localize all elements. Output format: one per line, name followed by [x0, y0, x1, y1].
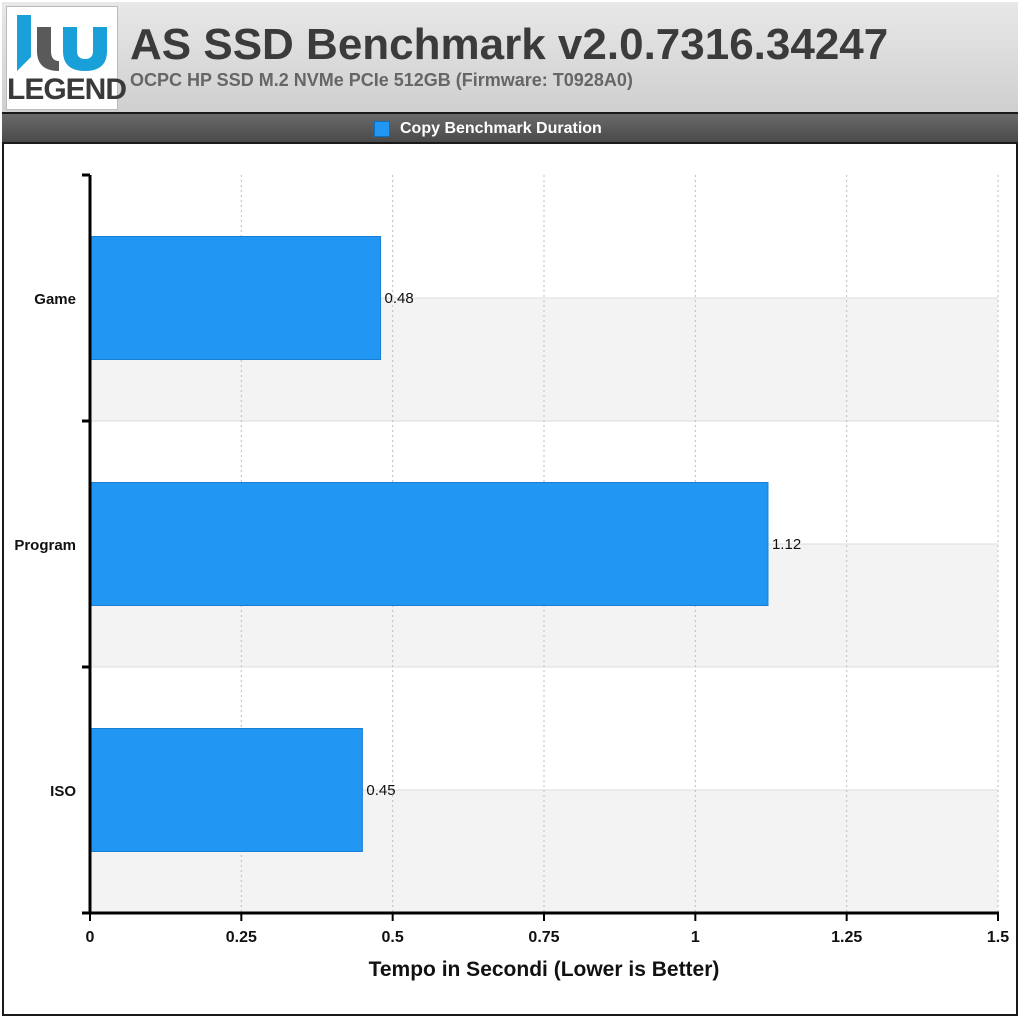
x-tick-label: 1.25	[831, 929, 862, 946]
category-label: Game	[34, 291, 76, 308]
x-tick-label: 0.5	[382, 929, 404, 946]
logo-mark-icon	[17, 15, 107, 71]
bar-game	[89, 236, 382, 360]
x-tick-label: 1.5	[987, 929, 1009, 946]
chart-subtitle: OCPC HP SSD M.2 NVMe PCIe 512GB (Firmwar…	[130, 70, 633, 90]
legend-bar: Copy Benchmark Duration	[2, 114, 1018, 144]
category-label: ISO	[50, 783, 76, 800]
x-tick-label: 1	[691, 929, 700, 946]
value-label: 0.48	[385, 290, 414, 307]
value-label: 1.12	[772, 536, 801, 553]
bar-program	[89, 482, 769, 606]
bar-iso	[89, 728, 363, 852]
logo-word: LEGEND	[7, 73, 127, 106]
legend-item: Copy Benchmark Duration	[374, 119, 602, 139]
legend-swatch	[374, 121, 390, 137]
x-axis-title: Tempo in Secondi (Lower is Better)	[369, 958, 720, 981]
category-label: Program	[14, 537, 76, 554]
chart-header: LEGEND AS SSD Benchmark v2.0.7316.34247 …	[2, 2, 1018, 114]
site-logo: LEGEND	[6, 6, 127, 110]
x-tick-label: 0.75	[528, 929, 559, 946]
chart-title: AS SSD Benchmark v2.0.7316.34247	[130, 20, 889, 69]
legend-label: Copy Benchmark Duration	[400, 120, 602, 137]
x-tick-label: 0	[86, 929, 95, 946]
x-tick-label: 0.25	[226, 929, 257, 946]
value-label: 0.45	[366, 782, 395, 799]
